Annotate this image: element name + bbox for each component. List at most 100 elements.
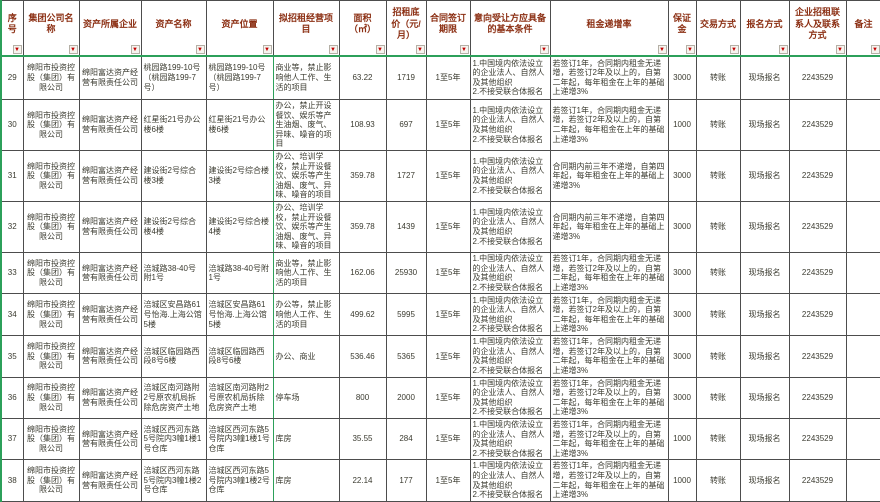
cell[interactable]	[845, 99, 880, 151]
cell[interactable]: 499.62	[338, 293, 387, 337]
cell[interactable]: 涪城路38-40号附1号	[205, 251, 274, 295]
filter-dropdown-icon[interactable]: ▼	[68, 44, 78, 54]
cell[interactable]: 现场报名	[739, 200, 790, 253]
cell[interactable]: 1.中国境内依法设立的企业法人、自然人及其他组织 2.不接受联合体报名	[469, 418, 551, 461]
cell[interactable]: 1.中国境内依法设立的企业法人、自然人及其他组织 2.不接受联合体报名	[469, 251, 551, 295]
cell[interactable]: 1至5年	[425, 459, 471, 502]
cell[interactable]: 涪城区西河东路5号院内3幢1楼2号仓库	[205, 459, 274, 502]
cell[interactable]: 现场报名	[739, 99, 790, 151]
cell[interactable]: 转账	[695, 55, 741, 100]
cell[interactable]: 转账	[695, 200, 741, 253]
col-remarks[interactable]: 备注 ▼	[845, 0, 880, 57]
cell[interactable]: 绵阳富达资产经营有限责任公司	[78, 418, 142, 461]
cell[interactable]: 红星街21号办公楼6楼	[205, 99, 274, 151]
cell[interactable]	[845, 459, 880, 502]
cell[interactable]: 536.46	[338, 335, 387, 378]
col-deposit[interactable]: 保证金 ▼	[667, 0, 697, 57]
col-base-rent[interactable]: 招租底价（元/月） ▼	[385, 0, 427, 57]
cell[interactable]: 31	[0, 149, 24, 202]
cell[interactable]: 绵阳市投资控股（集团）有限公司	[22, 459, 80, 502]
cell[interactable]: 涪城区临园路西段8号6楼	[205, 335, 274, 378]
cell[interactable]: 红星街21号办公楼6楼	[140, 99, 207, 151]
cell[interactable]: 建设街2号综合楼3楼	[140, 149, 207, 202]
cell[interactable]: 若签订1年，合同期内租金无递增，若签订2年及以上的，自第二年起，每年租金在上年的…	[549, 459, 669, 502]
cell[interactable]: 涪城路38-40号附1号	[140, 251, 207, 295]
filter-dropdown-icon[interactable]: ▼	[539, 44, 549, 54]
cell[interactable]: 合同期内前三年不递增，自第四年起，每年租金在上年的基础上递增3%	[549, 149, 669, 202]
cell[interactable]: 359.78	[338, 200, 387, 253]
cell[interactable]	[845, 293, 880, 337]
cell[interactable]: 现场报名	[739, 251, 790, 295]
col-transaction-method[interactable]: 交易方式 ▼	[695, 0, 741, 57]
cell[interactable]: 现场报名	[739, 418, 790, 461]
filter-dropdown-icon[interactable]: ▼	[328, 44, 338, 54]
cell[interactable]: 1至5年	[425, 200, 471, 253]
cell[interactable]: 办公、培训学校，禁止开设餐饮、娱乐等产生油烟、废气、异味、噪音的项目	[272, 149, 340, 202]
cell[interactable]: 转账	[695, 418, 741, 461]
cell[interactable]	[845, 200, 880, 253]
cell[interactable]: 2243529	[788, 376, 847, 420]
cell[interactable]: 25930	[385, 251, 427, 295]
cell[interactable]: 若签订1年，合同期内租金无递增，若签订2年及以上的，自第二年起，每年租金在上年的…	[549, 99, 669, 151]
filter-dropdown-icon[interactable]: ▼	[835, 44, 845, 54]
cell[interactable]: 1000	[667, 418, 697, 461]
cell[interactable]: 35.55	[338, 418, 387, 461]
cell[interactable]: 1.中国境内依法设立的企业法人、自然人及其他组织 2.不接受联合体报名	[469, 459, 551, 502]
cell[interactable]: 2243529	[788, 293, 847, 337]
cell[interactable]: 1.中国境内依法设立的企业法人、自然人及其他组织 2.不接受联合体报名	[469, 293, 551, 337]
filter-dropdown-icon[interactable]: ▼	[459, 44, 469, 54]
col-rent-increase-rate[interactable]: 租金递增率 ▼	[549, 0, 669, 57]
cell[interactable]: 32	[0, 200, 24, 253]
cell[interactable]: 涪城区西河东路5号院内3幢1楼1号仓库	[140, 418, 207, 461]
cell[interactable]: 涪城区南河路附2号原农机局拆除危房资产土地	[205, 376, 274, 420]
col-registration-method[interactable]: 报名方式 ▼	[739, 0, 790, 57]
cell[interactable]: 涪城区安昌路61号怡海.上海公馆5楼	[205, 293, 274, 337]
cell[interactable]: 现场报名	[739, 376, 790, 420]
cell[interactable]: 800	[338, 376, 387, 420]
filter-dropdown-icon[interactable]: ▼	[657, 44, 667, 54]
cell[interactable]: 2243529	[788, 459, 847, 502]
cell[interactable]: 涪城区南河路附2号原农机局拆除危房资产土地	[140, 376, 207, 420]
cell[interactable]: 转账	[695, 251, 741, 295]
cell[interactable]: 绵阳富达资产经营有限责任公司	[78, 149, 142, 202]
col-asset-name[interactable]: 资产名称 ▼	[140, 0, 207, 57]
cell[interactable]: 1.中国境内依法设立的企业法人、自然人及其他组织 2.不接受联合体报名	[469, 99, 551, 151]
cell[interactable]: 建设街2号综合楼4楼	[205, 200, 274, 253]
cell[interactable]: 2243529	[788, 55, 847, 100]
cell[interactable]: 转账	[695, 376, 741, 420]
filter-dropdown-icon[interactable]: ▼	[195, 44, 205, 54]
filter-dropdown-icon[interactable]: ▼	[729, 44, 739, 54]
cell[interactable]: 绵阳市投资控股（集团）有限公司	[22, 200, 80, 253]
cell[interactable]: 2243529	[788, 149, 847, 202]
cell[interactable]: 22.14	[338, 459, 387, 502]
cell[interactable]: 若签订1年，合同期内租金无递增，若签订2年及以上的，自第二年起，每年租金在上年的…	[549, 293, 669, 337]
cell[interactable]: 1.中国境内依法设立的企业法人、自然人及其他组织 2.不接受联合体报名	[469, 376, 551, 420]
cell[interactable]: 29	[0, 55, 24, 100]
col-basic-conditions[interactable]: 意向受让方应具备的基本条件 ▼	[469, 0, 551, 57]
cell[interactable]: 1.中国境内依法设立的企业法人、自然人及其他组织 2.不接受联合体报名	[469, 335, 551, 378]
col-serial[interactable]: 序号 ▼	[0, 0, 24, 57]
cell[interactable]: 1至5年	[425, 251, 471, 295]
cell[interactable]: 1000	[667, 99, 697, 151]
cell[interactable]: 桃园路199-10号（桃园路199-7号）	[140, 55, 207, 100]
cell[interactable]: 绵阳富达资产经营有限责任公司	[78, 99, 142, 151]
cell[interactable]: 2243529	[788, 418, 847, 461]
cell[interactable]: 涪城区临园路西段8号6楼	[140, 335, 207, 378]
cell[interactable]	[845, 376, 880, 420]
filter-dropdown-icon[interactable]: ▼	[778, 44, 788, 54]
cell[interactable]: 商业等，禁止影响他人工作、生活的项目	[272, 55, 340, 100]
cell[interactable]: 现场报名	[739, 55, 790, 100]
filter-dropdown-icon[interactable]: ▼	[685, 44, 695, 54]
cell[interactable]: 办公等，禁止影响他人工作、生活的项目	[272, 293, 340, 337]
cell[interactable]: 359.78	[338, 149, 387, 202]
cell[interactable]: 若签订1年，合同期内租金无递增，若签订2年及以上的，自第二年起，每年租金在上年的…	[549, 251, 669, 295]
cell[interactable]: 绵阳富达资产经营有限责任公司	[78, 55, 142, 100]
cell[interactable]: 1719	[385, 55, 427, 100]
cell[interactable]: 1至5年	[425, 55, 471, 100]
cell[interactable]: 涪城区安昌路61号怡海.上海公馆5楼	[140, 293, 207, 337]
cell[interactable]: 涪城区西河东路5号院内3幢1楼1号仓库	[205, 418, 274, 461]
cell[interactable]	[845, 251, 880, 295]
cell[interactable]: 若签订1年，合同期内租金无递增，若签订2年及以上的，自第二年起，每年租金在上年的…	[549, 418, 669, 461]
cell[interactable]: 办公、培训学校，禁止开设餐饮、娱乐等产生油烟、废气、异味、噪音的项目	[272, 200, 340, 253]
cell[interactable]: 停车场	[272, 376, 340, 420]
